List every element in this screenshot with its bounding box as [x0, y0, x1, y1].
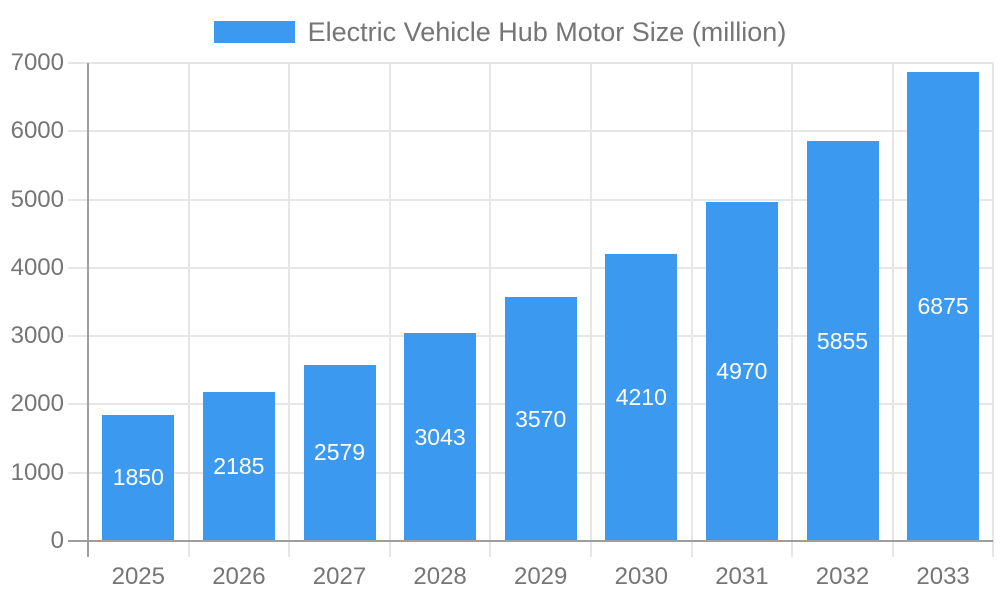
bar-value-label: 3570: [515, 405, 567, 432]
bar-2033: 6875: [907, 71, 980, 541]
x-axis-tick-label: 2033: [916, 563, 970, 590]
x-axis-tick-label: 2032: [815, 563, 870, 590]
x-axis-baseline: [68, 540, 994, 542]
legend-series-label: Electric Vehicle Hub Motor Size (million…: [307, 16, 787, 47]
h-gridline: [68, 198, 994, 201]
x-axis-tick-label: 2029: [513, 563, 568, 590]
v-gridline: [489, 63, 492, 557]
x-axis-tick-label: 2025: [111, 563, 165, 590]
bar-2026: 2185: [202, 391, 275, 541]
v-gridline: [891, 63, 894, 557]
h-gridline: [68, 130, 994, 133]
legend-swatch: [213, 21, 295, 43]
y-axis-tick-label: 2000: [10, 390, 64, 418]
v-gridline: [187, 63, 190, 557]
y-axis-tick-label: 3000: [10, 322, 64, 350]
v-gridline: [388, 63, 391, 557]
h-gridline: [68, 266, 994, 269]
y-axis-line: [87, 63, 89, 557]
x-axis-tick-label: 2030: [614, 563, 668, 590]
x-axis-tick-label: 2028: [413, 563, 467, 590]
bar-value-label: 6875: [917, 292, 969, 319]
y-axis-tick-label: 0: [50, 527, 64, 554]
v-gridline: [690, 63, 693, 557]
bar-2025: 1850: [102, 414, 175, 541]
h-gridline: [68, 62, 994, 64]
bar-value-label: 3043: [414, 423, 466, 450]
bar-value-label: 2579: [313, 439, 366, 466]
bar-value-label: 4970: [716, 357, 768, 384]
bar-value-label: 1850: [112, 464, 164, 491]
bar-2029: 3570: [504, 297, 577, 541]
y-axis-tick-label: 4000: [10, 253, 64, 281]
x-axis-tick-label: 2026: [212, 563, 266, 590]
x-axis-tick-label: 2027: [312, 563, 367, 590]
v-gridline: [791, 63, 794, 557]
bar-value-label: 5855: [816, 327, 869, 354]
v-gridline: [992, 63, 995, 557]
bar-value-label: 2185: [213, 452, 265, 479]
y-axis-tick-label: 7000: [10, 49, 64, 76]
y-axis-tick-label: 1000: [10, 458, 64, 486]
v-gridline: [590, 63, 592, 557]
x-axis-tick-label: 2031: [715, 563, 769, 590]
y-axis-tick-label: 5000: [10, 185, 64, 213]
v-gridline: [288, 63, 291, 557]
chart-legend: Electric Vehicle Hub Motor Size (million…: [0, 16, 1000, 48]
bar-2030: 4210: [605, 253, 678, 541]
y-axis-tick-label: 6000: [10, 117, 64, 145]
bar-2027: 2579: [303, 364, 376, 541]
bar-2031: 4970: [705, 201, 778, 541]
bar-2032: 5855: [806, 141, 879, 541]
bar-value-label: 4210: [615, 383, 667, 410]
bar-2028: 3043: [404, 333, 477, 541]
